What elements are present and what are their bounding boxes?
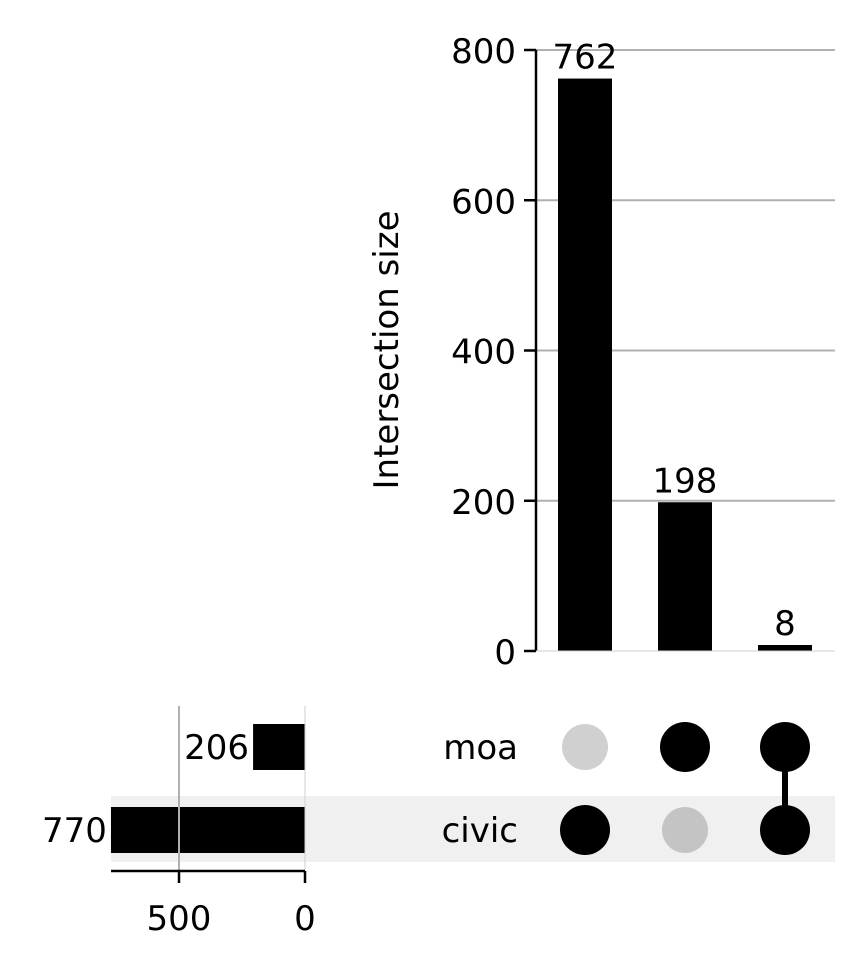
set-size-bars [110,724,306,853]
set-size-x-axis: 500 0 [111,706,316,939]
set-name-label: civic [442,811,518,851]
y-tick-label: 0 [494,633,516,673]
y-axis-label: Intersection size [367,211,407,490]
y-tick-label: 200 [451,483,516,523]
set-x-tick-label: 500 [147,899,212,939]
set-size-bar [110,807,306,853]
intersection-value-label: 198 [653,461,718,501]
intersection-value-label: 762 [553,38,618,78]
set-size-bar [253,724,305,770]
membership-dot-active [660,722,710,772]
membership-dot-active [760,722,810,772]
set-x-tick-label: 0 [294,899,316,939]
intersection-y-axis: 0 200 400 600 800 [451,32,835,673]
intersection-bar [758,644,812,651]
intersection-value-labels: 762 198 8 [553,38,796,644]
intersection-bars [558,78,812,652]
y-tick-label: 800 [451,32,516,72]
set-size-value-label: 770 [42,811,107,851]
set-names: moa civic [442,728,518,851]
membership-dot-active [560,805,610,855]
membership-dot-inactive [662,807,708,853]
intersection-bar [658,502,712,651]
set-size-value-labels: 206 770 [42,728,249,851]
intersection-bar [558,78,612,652]
membership-matrix [560,722,810,855]
membership-dot-active [760,805,810,855]
membership-dot-inactive [562,724,608,770]
set-size-value-label: 206 [184,728,249,768]
y-tick-label: 400 [451,333,516,373]
intersection-value-label: 8 [774,604,796,644]
y-tick-label: 600 [451,182,516,222]
set-name-label: moa [443,728,518,768]
